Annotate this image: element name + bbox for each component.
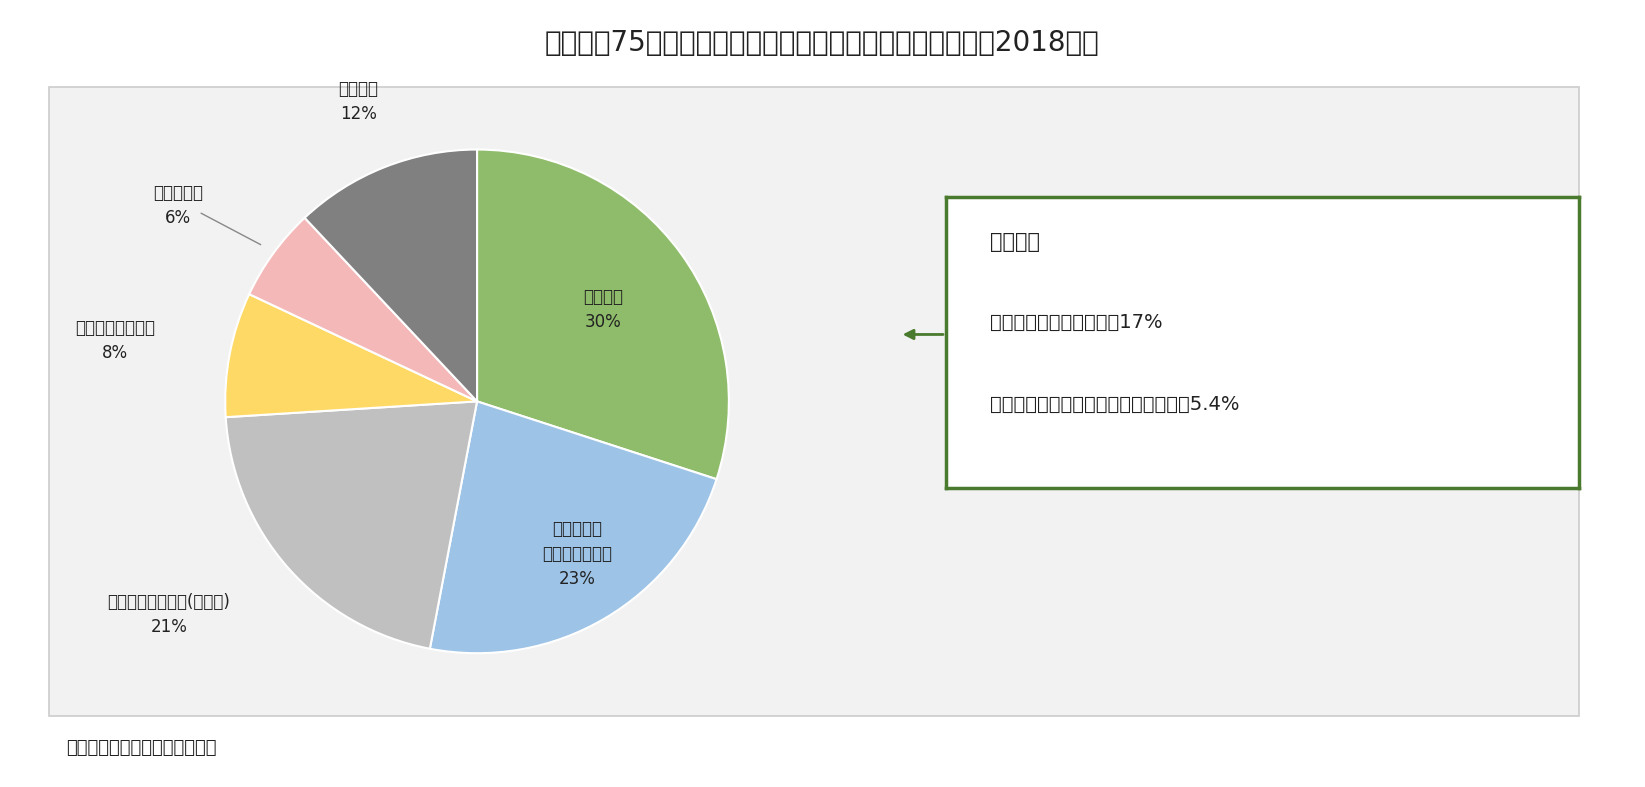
- Wedge shape: [225, 401, 477, 648]
- Text: このうち: このうち: [990, 231, 1040, 252]
- Text: 図表２　75歳以上ドライバーによる死亡事故の人的要因（2018年）: 図表２ 75歳以上ドライバーによる死亡事故の人的要因（2018年）: [544, 29, 1101, 57]
- Text: （資料）警察庁の資料より作成: （資料）警察庁の資料より作成: [66, 739, 215, 756]
- Wedge shape: [248, 218, 477, 401]
- Text: 「ハンドルの操作不適」17%: 「ハンドルの操作不適」17%: [990, 313, 1163, 332]
- Text: 操作不適
30%: 操作不適 30%: [584, 288, 623, 331]
- Text: 「ブレーキとアクセルの踏み間違い」5.4%: 「ブレーキとアクセルの踏み間違い」5.4%: [990, 395, 1240, 414]
- Text: 内在的前方不注意(脇見等)
21%: 内在的前方不注意(脇見等) 21%: [107, 593, 230, 636]
- Wedge shape: [225, 294, 477, 417]
- Wedge shape: [477, 150, 729, 479]
- Text: 外材的前方不注意
8%: 外材的前方不注意 8%: [76, 320, 155, 363]
- Wedge shape: [429, 401, 717, 653]
- Text: 判断の誤り
6%: 判断の誤り 6%: [153, 184, 202, 227]
- Text: 調査不能
12%: 調査不能 12%: [339, 80, 378, 123]
- Text: 安全不確認
（漫然運転等）
23%: 安全不確認 （漫然運転等） 23%: [541, 519, 612, 588]
- Wedge shape: [304, 150, 477, 401]
